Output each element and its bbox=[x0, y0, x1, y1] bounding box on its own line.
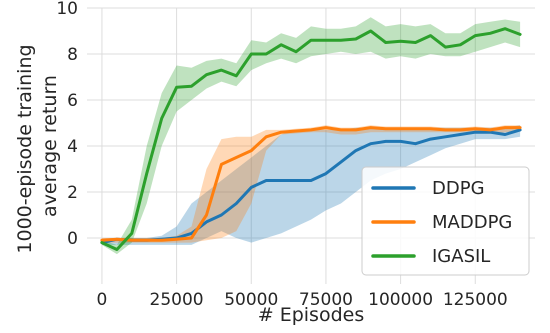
y-tick-label: 6 bbox=[67, 91, 78, 111]
x-tick-label: 75000 bbox=[299, 290, 353, 310]
x-axis-title: # Episodes bbox=[258, 304, 364, 326]
x-tick-labels: 0 25000 50000 75000 100000 125000 bbox=[97, 290, 508, 310]
y-axis-title-line-2: average return bbox=[39, 75, 61, 217]
series-line bbox=[100, 27, 522, 251]
x-tick-label: 100000 bbox=[368, 290, 433, 310]
y-tick-labels: 0 2 4 6 8 10 bbox=[56, 0, 78, 249]
series-lines bbox=[100, 27, 522, 251]
y-tick-label: 2 bbox=[67, 183, 78, 203]
legend: DDPG MADDPG IGASIL bbox=[361, 166, 530, 276]
x-tick-label: 50000 bbox=[224, 290, 278, 310]
x-tick-label: 25000 bbox=[150, 290, 204, 310]
y-tick-label: 4 bbox=[67, 137, 78, 157]
legend-box bbox=[361, 166, 530, 276]
series-line bbox=[100, 126, 522, 242]
legend-label: IGASIL bbox=[432, 246, 490, 267]
x-tick-label: 125000 bbox=[443, 290, 508, 310]
y-tick-label: 8 bbox=[67, 45, 78, 65]
y-tick-label: 0 bbox=[67, 229, 78, 249]
y-axis-title: 1000-episode training average return bbox=[14, 38, 61, 253]
y-axis-title-line-1: 1000-episode training bbox=[14, 44, 36, 253]
x-tick-label: 0 bbox=[97, 290, 108, 310]
legend-label: MADDPG bbox=[432, 212, 512, 233]
y-tick-label: 10 bbox=[56, 0, 78, 19]
legend-label: DDPG bbox=[432, 178, 485, 199]
